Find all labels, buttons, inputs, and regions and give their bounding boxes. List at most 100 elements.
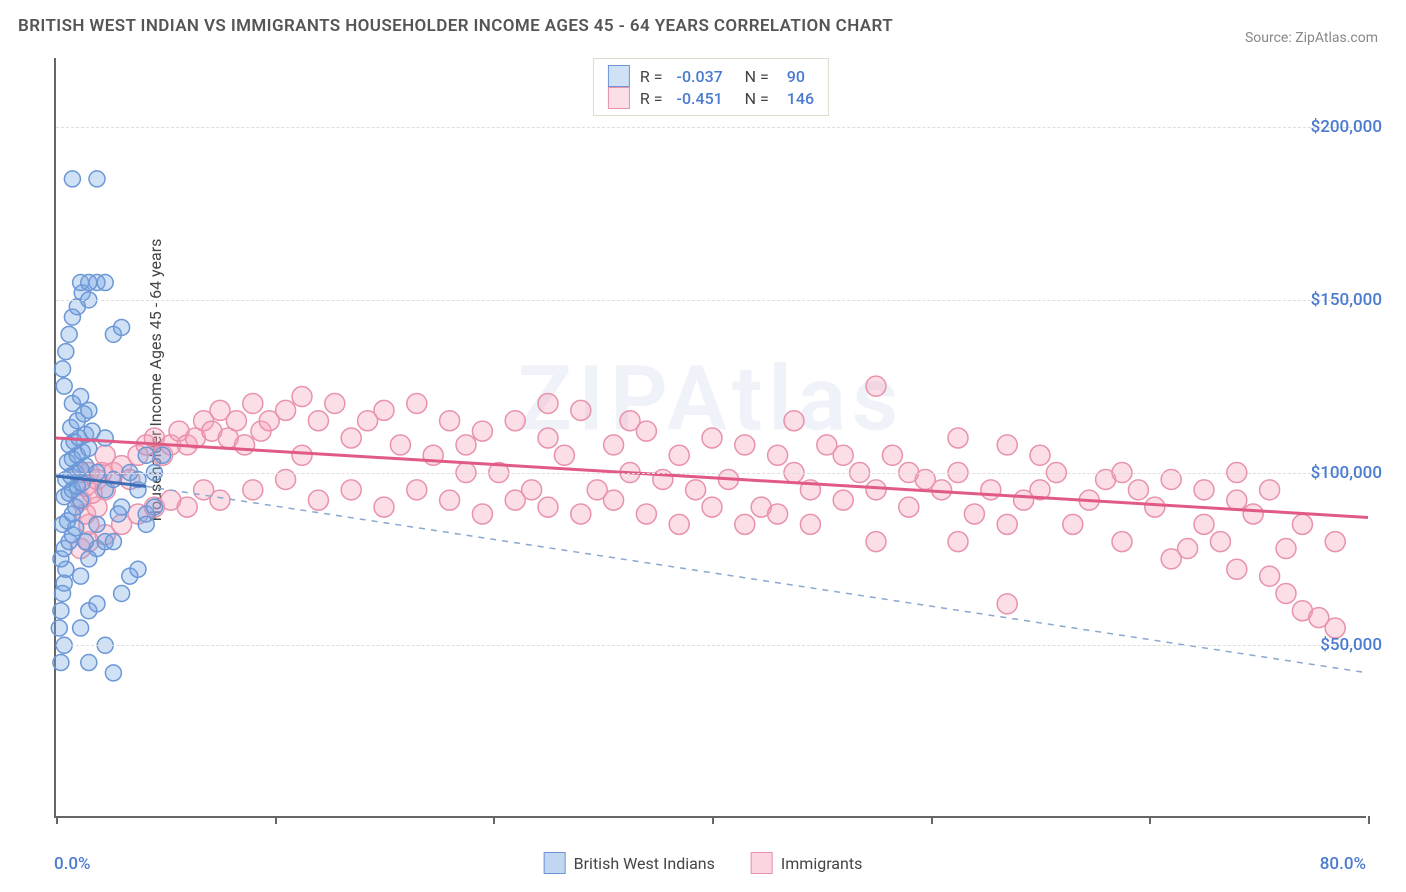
scatter-point — [53, 603, 69, 619]
scatter-point — [571, 504, 591, 524]
scatter-point — [948, 428, 968, 448]
scatter-point — [407, 393, 427, 413]
scatter-point — [1325, 532, 1345, 552]
scatter-point — [155, 447, 171, 463]
scatter-point — [146, 499, 162, 515]
scatter-point — [440, 490, 460, 510]
scatter-point — [1292, 514, 1312, 534]
scatter-point — [702, 497, 722, 517]
scatter-point — [1194, 480, 1214, 500]
scatter-point — [89, 596, 105, 612]
scatter-point — [1276, 583, 1296, 603]
scatter-point — [1276, 539, 1296, 559]
x-tick — [712, 816, 714, 824]
stats-n-value: 90 — [783, 67, 805, 86]
scatter-point — [964, 504, 984, 524]
scatter-point — [1260, 480, 1280, 500]
scatter-point — [1063, 514, 1083, 534]
scatter-point — [73, 568, 89, 584]
scatter-point — [78, 534, 94, 550]
x-tick — [1149, 816, 1151, 824]
scatter-point — [538, 428, 558, 448]
scatter-point — [833, 445, 853, 465]
scatter-point — [55, 361, 71, 377]
scatter-point — [768, 504, 788, 524]
scatter-point — [669, 514, 689, 534]
scatter-point — [341, 428, 361, 448]
scatter-point — [177, 497, 197, 517]
scatter-point — [866, 480, 886, 500]
scatter-point — [784, 411, 804, 431]
stats-n-label: N = — [733, 89, 773, 108]
grid-line-h — [56, 300, 1366, 301]
scatter-point — [1161, 549, 1181, 569]
scatter-point — [226, 411, 246, 431]
scatter-point — [138, 516, 154, 532]
scatter-point — [800, 514, 820, 534]
stats-legend-row: R = -0.037 N = 90 — [608, 65, 814, 87]
x-tick — [1368, 816, 1370, 824]
x-tick — [493, 816, 495, 824]
scatter-point — [407, 480, 427, 500]
scatter-point — [505, 490, 525, 510]
scatter-point — [604, 435, 624, 455]
scatter-point — [105, 471, 121, 487]
scatter-point — [73, 620, 89, 636]
scatter-point — [997, 435, 1017, 455]
scatter-point — [981, 480, 1001, 500]
scatter-point — [1128, 480, 1148, 500]
grid-line-h — [56, 473, 1366, 474]
stats-r-value: -0.451 — [677, 89, 723, 108]
scatter-point — [866, 532, 886, 552]
scatter-point — [73, 389, 89, 405]
plot-area: ZIPAtlas R = -0.037 N = 90R = -0.451 N =… — [54, 58, 1366, 818]
scatter-point — [374, 497, 394, 517]
scatter-point — [235, 435, 255, 455]
stats-legend: R = -0.037 N = 90R = -0.451 N = 146 — [593, 58, 829, 116]
scatter-point — [64, 171, 80, 187]
chart-title: BRITISH WEST INDIAN VS IMMIGRANTS HOUSEH… — [18, 16, 893, 36]
scatter-point — [571, 400, 591, 420]
y-tick-label: $150,000 — [1311, 290, 1382, 310]
legend-swatch — [751, 852, 773, 874]
scatter-point — [768, 445, 788, 465]
legend-item: British West Indians — [544, 852, 715, 874]
scatter-point — [538, 393, 558, 413]
scatter-point — [114, 585, 130, 601]
scatter-point — [1227, 490, 1247, 510]
x-tick — [931, 816, 933, 824]
stats-r-label: R = — [640, 67, 667, 86]
scatter-point — [105, 534, 121, 550]
scatter-point — [505, 411, 525, 431]
scatter-point — [899, 497, 919, 517]
scatter-point — [114, 319, 130, 335]
scatter-point — [81, 655, 97, 671]
scatter-point — [440, 411, 460, 431]
scatter-point — [97, 275, 113, 291]
stats-n-value: 146 — [783, 89, 814, 108]
scatter-point — [472, 421, 492, 441]
scatter-point — [882, 445, 902, 465]
grid-line-h — [56, 645, 1366, 646]
scatter-point — [89, 516, 105, 532]
scatter-point — [1260, 566, 1280, 586]
stats-r-value: -0.037 — [677, 67, 723, 86]
scatter-point — [472, 504, 492, 524]
stats-n-label: N = — [733, 67, 773, 86]
scatter-point — [735, 435, 755, 455]
scatter-point — [669, 445, 689, 465]
scatter-point — [735, 514, 755, 534]
scatter-point — [554, 445, 574, 465]
y-tick-label: $200,000 — [1311, 117, 1382, 137]
scatter-point — [243, 393, 263, 413]
scatter-point — [997, 514, 1017, 534]
legend-swatch — [608, 87, 630, 109]
scatter-point — [636, 504, 656, 524]
scatter-point — [61, 326, 77, 342]
scatter-point — [686, 480, 706, 500]
source-credit: Source: ZipAtlas.com — [1245, 30, 1378, 46]
scatter-point — [1145, 497, 1165, 517]
scatter-point — [1112, 532, 1132, 552]
y-tick-label: $100,000 — [1311, 463, 1382, 483]
stats-legend-row: R = -0.451 N = 146 — [608, 87, 814, 109]
